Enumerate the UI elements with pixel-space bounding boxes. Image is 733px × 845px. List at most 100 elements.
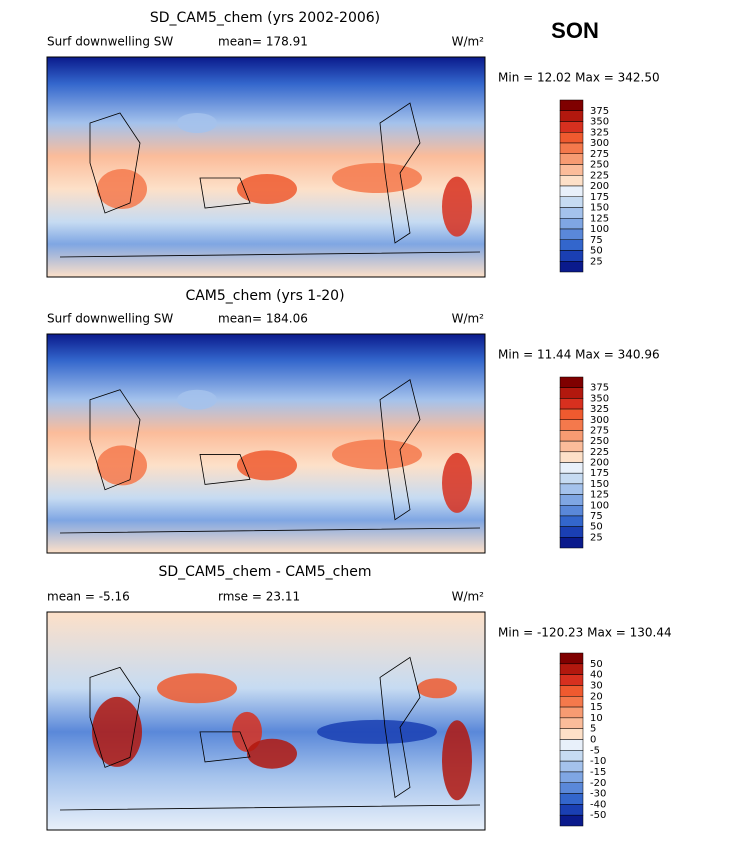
colorbar-label: 375 [590,106,609,117]
map-region [332,439,422,470]
map-region [177,113,217,133]
colorbar-box [559,261,584,273]
range-label: Min = 11.44 Max = 340.96 [498,348,660,362]
map-region [92,696,142,767]
colorbar-box [559,207,584,219]
map [46,56,486,278]
colorbar-label: 250 [590,160,609,171]
colorbar-label: 25 [590,256,603,267]
colorbar-label: 20 [590,691,603,702]
range-label: Min = 12.02 Max = 342.50 [498,71,660,85]
map-field [47,57,485,277]
colorbar-label: -15 [590,767,606,778]
colorbar-label: 40 [590,670,603,681]
map-region [237,450,297,481]
colorbar-box [559,739,584,751]
colorbar-box [559,750,584,762]
colorbar-box [559,663,584,675]
colorbar-box [559,760,584,773]
colorbar-label: 50 [590,246,603,257]
colorbar-box [559,153,584,165]
colorbar-label: 325 [590,404,609,415]
colorbar-box [559,804,584,816]
range-label: Min = -120.23 Max = 130.44 [498,626,672,640]
colorbar-label: 350 [590,117,609,128]
colorbar-box [559,515,584,527]
colorbar-label: 275 [590,149,609,160]
units-label: W/m² [452,35,485,49]
colorbar-label: 325 [590,127,609,138]
stat-label: mean= 178.91 [218,35,308,49]
colorbar-box [559,142,584,154]
colorbar-label: 175 [590,192,609,203]
map-region [317,719,437,744]
colorbar-label: 5 [590,724,596,735]
map-region [157,673,237,704]
colorbar-box [559,814,584,827]
colorbar-label: 225 [590,447,609,458]
colorbar-box [559,526,584,538]
colorbar-label: 150 [590,203,609,214]
colorbar-box [559,652,584,665]
colorbar-label: 15 [590,702,603,713]
colorbar-label: 300 [590,415,609,426]
map-region [177,389,217,410]
stat-label: rmse = 23.11 [218,590,300,604]
map-field [47,334,485,553]
map-region [442,176,472,237]
colorbar-label: 30 [590,680,603,691]
map-region [442,720,472,801]
season: SON [551,18,599,43]
colorbar-label: 125 [590,490,609,501]
coastline [59,656,481,811]
map-frame [46,56,486,278]
colorbar-box [559,782,584,794]
colorbar-box [559,505,584,517]
colorbar-box [559,706,584,719]
colorbar-box [559,674,584,686]
map-region [417,678,457,699]
panel-title: SD_CAM5_chem (yrs 2002-2006) [150,10,380,26]
colorbar-box [559,110,584,122]
colorbar-box [559,250,584,262]
colorbar-label: 275 [590,425,609,436]
coastline [59,379,481,534]
colorbar-box [559,430,584,442]
map-region [232,711,262,752]
colorbar-box [559,494,584,506]
variable-label: Surf downwelling SW [47,35,173,49]
colorbar-label: 0 [590,735,596,746]
colorbar-box [559,419,584,431]
variable-label: Surf downwelling SW [47,312,173,326]
colorbar-label: -20 [590,778,606,789]
map-region [237,174,297,204]
colorbar-box [559,440,584,453]
colorbar-box [559,121,584,133]
colorbar-label: 25 [590,532,603,543]
stat-label: mean = -5.16 [47,590,130,604]
colorbar-box [559,196,584,208]
colorbar-box [559,685,584,697]
colorbar-label: 10 [590,713,603,724]
colorbar-box [559,483,584,495]
colorbar-label: 75 [590,235,603,246]
colorbar-box [559,537,584,549]
colorbar-box [559,387,584,399]
colorbar-box [559,218,584,230]
colorbar-box [559,771,584,783]
colorbar-label: 375 [590,383,609,394]
colorbar-box [559,696,584,708]
units-label: W/m² [452,312,485,326]
map [46,333,486,554]
colorbar-label: -5 [590,745,600,756]
map-region [247,738,297,769]
map-frame [46,611,486,831]
colorbar-box [559,462,584,474]
colorbar-box [559,175,584,187]
colorbar-box [559,376,584,388]
colorbar-label: -10 [590,756,606,767]
colorbar-label: 100 [590,500,609,511]
map-region [332,163,422,193]
colorbar-box [559,132,584,144]
